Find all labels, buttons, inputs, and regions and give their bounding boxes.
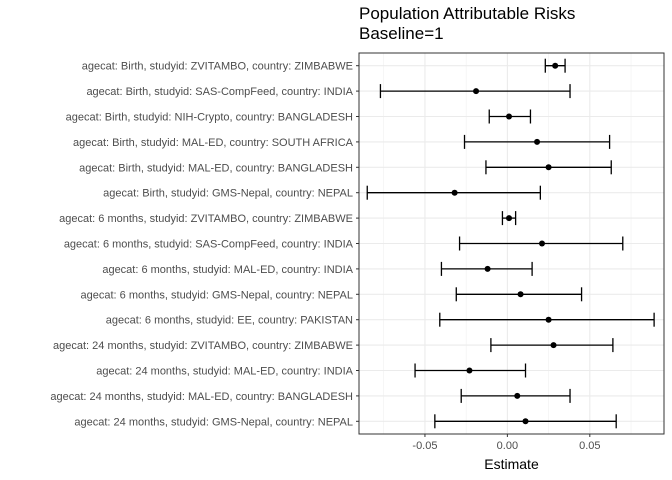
x-tick-label: -0.05	[412, 440, 437, 452]
y-tick-label: agecat: 24 months, studyid: ZVITAMBO, co…	[53, 340, 353, 352]
y-tick-label: agecat: 24 months, studyid: MAL-ED, coun…	[96, 366, 353, 378]
estimate-point	[550, 342, 557, 349]
y-tick-label: agecat: 6 months, studyid: GMS-Nepal, co…	[81, 289, 353, 301]
estimate-marks	[366, 58, 655, 429]
x-tick-label: 0.00	[497, 440, 518, 452]
estimate-point	[514, 392, 521, 399]
estimate-point	[473, 88, 480, 95]
estimate-point	[522, 418, 529, 425]
estimate-point	[484, 265, 491, 272]
estimate-point	[534, 138, 541, 145]
x-tick-label: 0.05	[579, 440, 600, 452]
estimate-point	[545, 164, 552, 171]
chart-title: Population Attributable Risks	[359, 4, 576, 23]
x-axis: -0.05 0.00 0.05	[412, 434, 601, 452]
estimate-point	[506, 113, 513, 120]
y-tick-label: agecat: Birth, studyid: GMS-Nepal, count…	[103, 188, 353, 200]
y-tick-label: agecat: Birth, studyid: SAS-CompFeed, co…	[86, 86, 353, 98]
x-axis-label: Estimate	[484, 456, 539, 472]
y-tick-label: agecat: 24 months, studyid: MAL-ED, coun…	[50, 391, 353, 403]
y-tick-label: agecat: 6 months, studyid: EE, country: …	[106, 315, 353, 327]
y-tick-label: agecat: 6 months, studyid: SAS-CompFeed,…	[64, 239, 354, 251]
y-tick-label: agecat: 6 months, studyid: MAL-ED, count…	[102, 264, 353, 276]
chart-subtitle: Baseline=1	[359, 24, 444, 43]
estimate-point	[506, 215, 513, 222]
y-tick-label: agecat: Birth, studyid: MAL-ED, country:…	[79, 162, 353, 174]
y-tick-label: agecat: Birth, studyid: MAL-ED, country:…	[73, 137, 354, 149]
estimate-point	[539, 240, 545, 247]
y-tick-label: agecat: Birth, studyid: NIH-Crypto, coun…	[66, 112, 353, 124]
estimate-point	[517, 291, 524, 298]
y-tick-label: agecat: 24 months, studyid: GMS-Nepal, c…	[74, 416, 353, 428]
y-axis: agecat: Birth, studyid: ZVITAMBO, countr…	[50, 61, 359, 428]
y-tick-label: agecat: Birth, studyid: ZVITAMBO, countr…	[82, 61, 353, 73]
estimate-point	[466, 367, 473, 374]
estimate-point	[451, 189, 458, 196]
estimate-point	[552, 62, 559, 69]
chart-title-block: Population Attributable Risks Baseline=1	[359, 4, 575, 44]
estimate-point	[545, 316, 552, 323]
y-tick-label: agecat: 6 months, studyid: ZVITAMBO, cou…	[59, 213, 353, 225]
